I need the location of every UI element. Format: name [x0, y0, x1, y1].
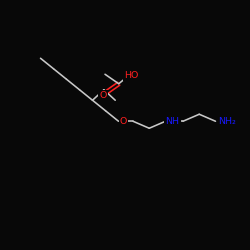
Text: O: O	[120, 117, 127, 126]
Text: HO: HO	[124, 70, 138, 80]
Text: O: O	[100, 91, 107, 100]
Text: NH₂: NH₂	[218, 117, 236, 126]
Text: NH: NH	[166, 117, 179, 126]
